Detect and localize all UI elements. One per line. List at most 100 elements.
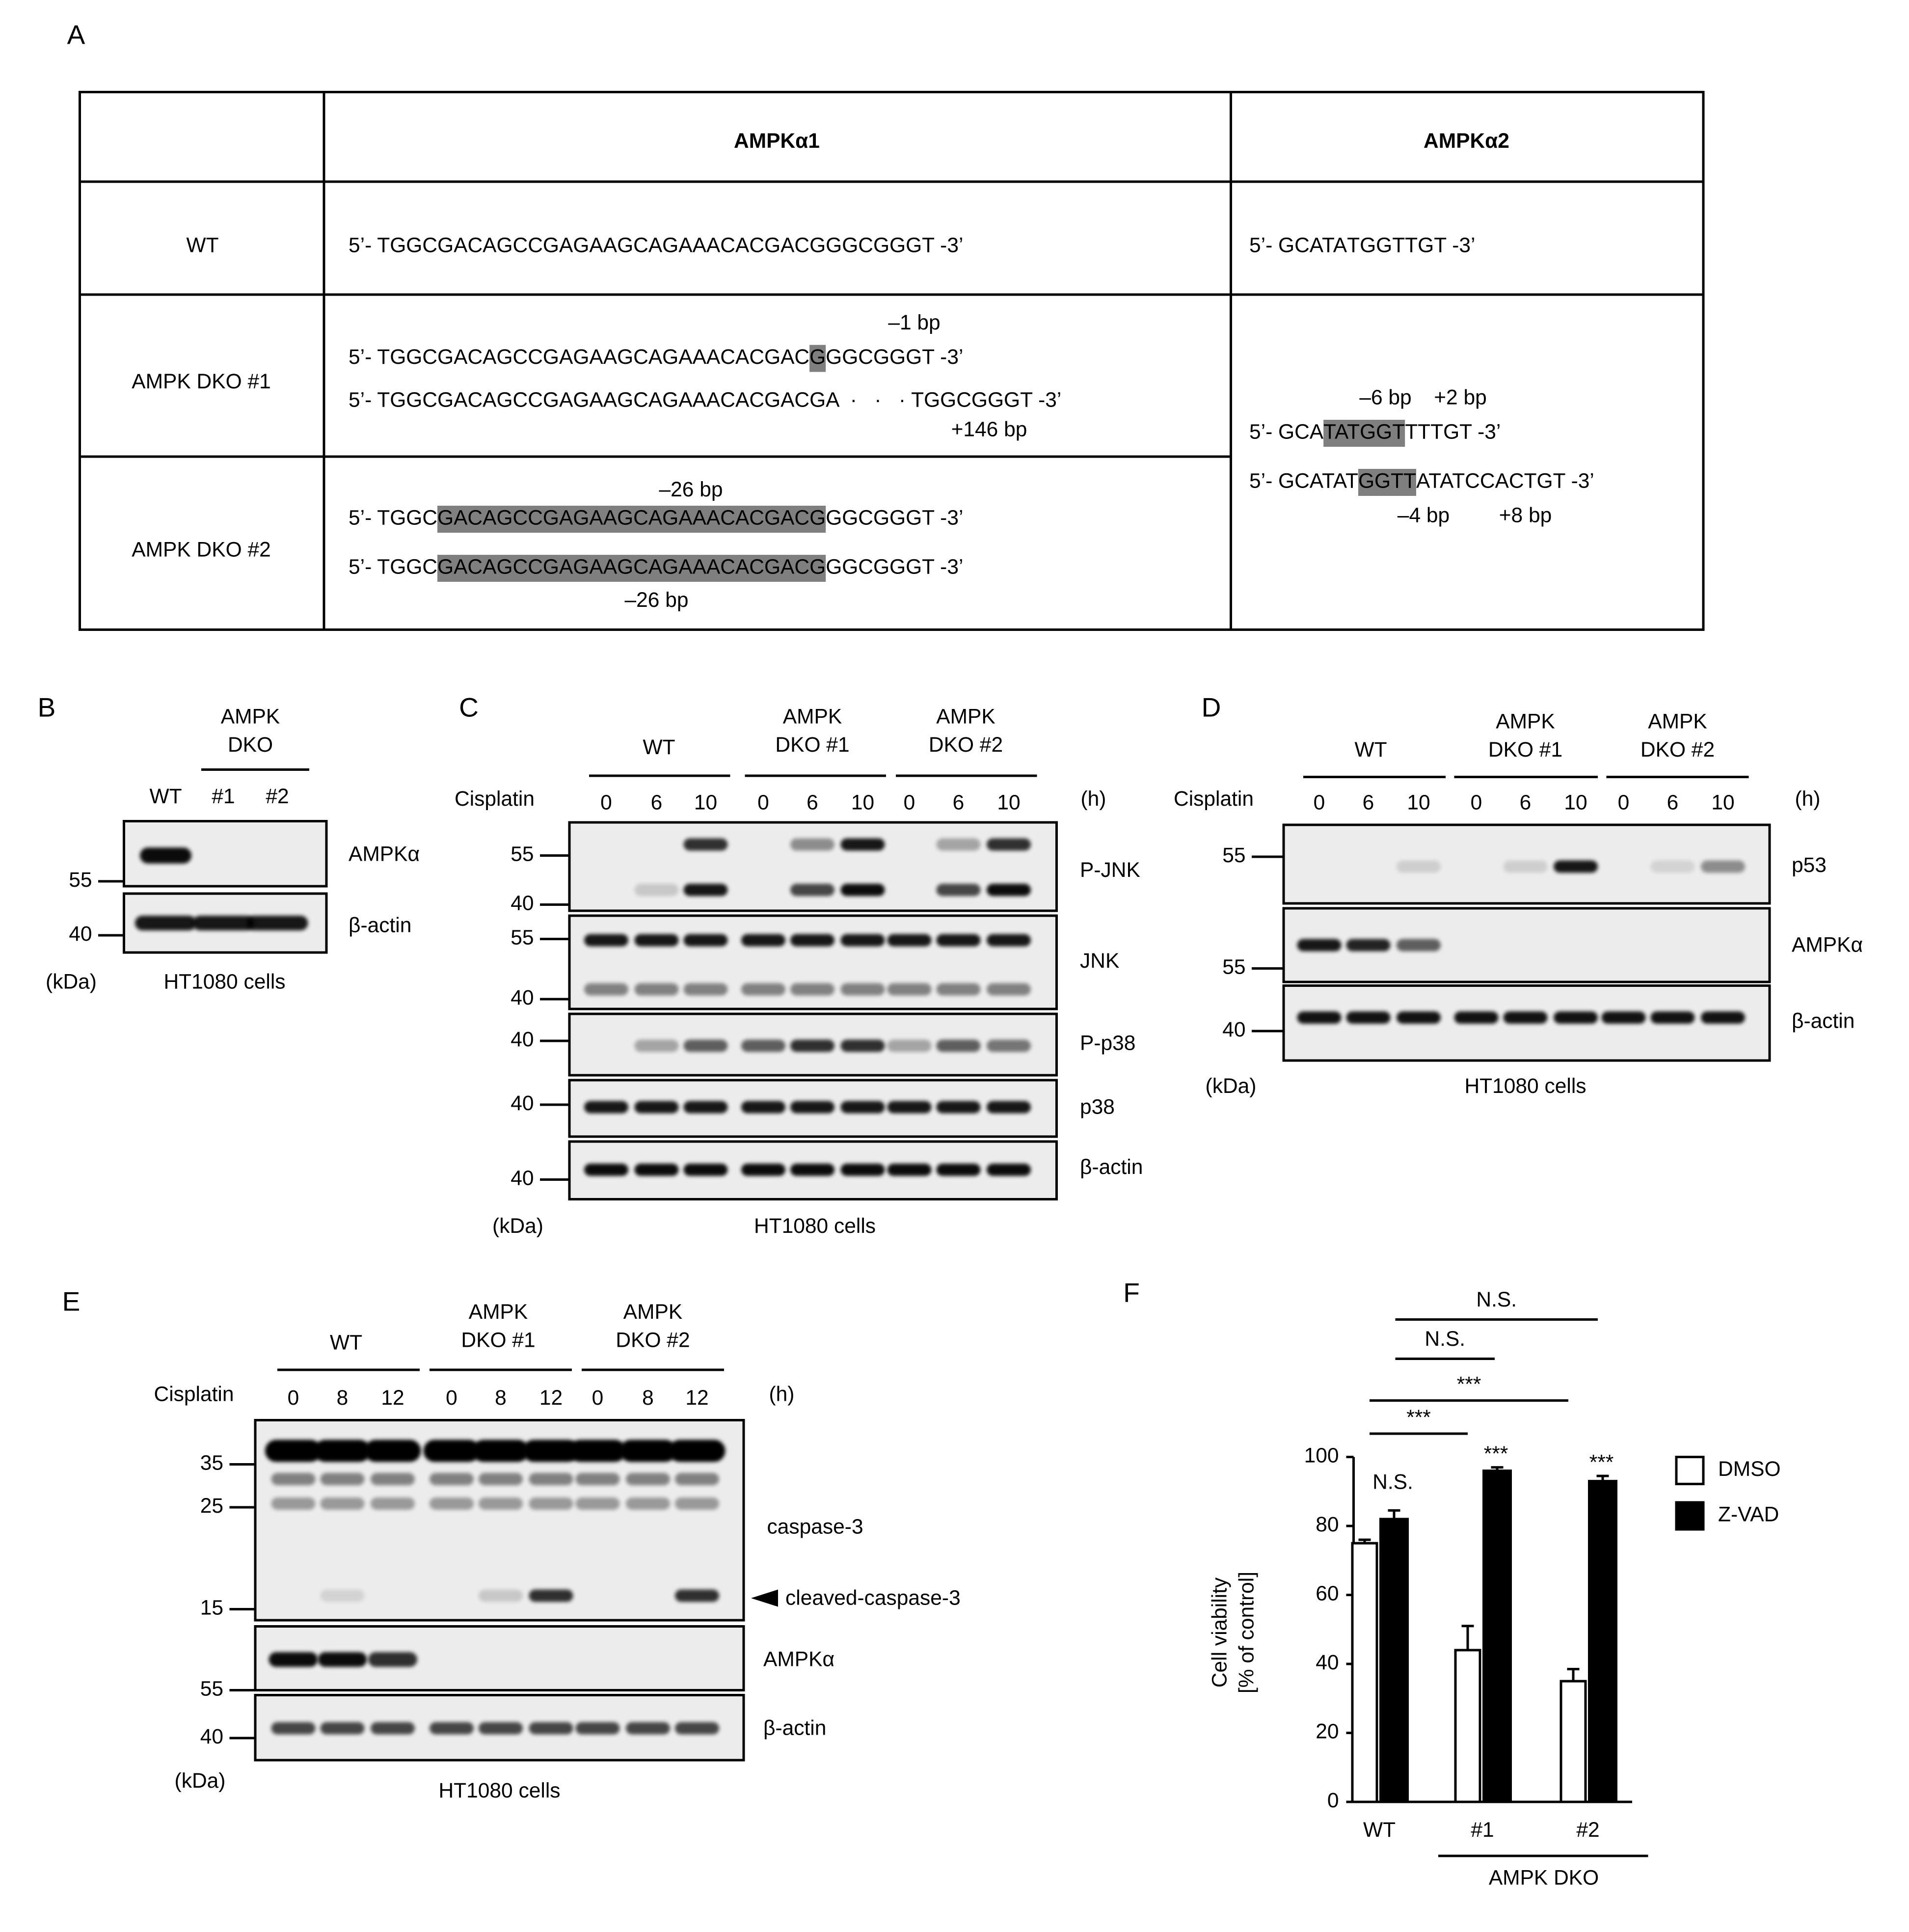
mw-label: 40 — [511, 1092, 534, 1115]
blot-band — [320, 1589, 365, 1602]
blot-band — [987, 983, 1031, 996]
blot-band — [1454, 1011, 1499, 1024]
blot-band — [584, 1101, 628, 1114]
blot-band — [364, 1440, 421, 1462]
blot-band — [987, 838, 1031, 851]
blot-label: AMPKα — [349, 843, 420, 866]
time-label: 10 — [694, 791, 717, 815]
sequence-segment: GACAGCCGAGAAGCAGAAACACGACG — [437, 507, 826, 530]
annotation: –1 bp — [888, 311, 940, 334]
blot-label: cleaved-caspase-3 — [785, 1587, 961, 1610]
bar — [1588, 1480, 1618, 1803]
blot-band — [987, 934, 1031, 947]
blot-band — [1346, 939, 1391, 952]
panel-label: E — [62, 1286, 81, 1317]
mw-label: 40 — [511, 1167, 534, 1190]
sequence-segment: GGG — [873, 507, 922, 530]
blot-band — [529, 1473, 573, 1485]
legend-swatch — [1675, 1501, 1705, 1531]
mw-label: 25 — [200, 1495, 223, 1518]
error-bar — [1567, 1668, 1580, 1682]
sequence-segment: GGG — [971, 389, 1020, 412]
blot-box — [568, 821, 1058, 912]
comparison-label: *** — [1457, 1373, 1481, 1396]
sequence-segment: TGT -3’ — [1524, 470, 1594, 493]
lane-label: #2 — [266, 785, 289, 808]
panel-label: B — [38, 692, 56, 723]
y-tick-label: 0 — [1327, 1789, 1339, 1812]
sequence-segment: 5’- TGGCGACAGCCGAGAAGCAGAAACACGACG — [349, 389, 826, 412]
blot-band — [371, 1497, 415, 1510]
sequence-segment: T -3’ — [922, 346, 963, 369]
blot-band — [790, 983, 834, 996]
sequence-segment: TTGT -3’ — [1392, 234, 1475, 257]
group-label: AMPK — [623, 1301, 682, 1324]
time-label: 12 — [685, 1387, 708, 1410]
blot-band — [626, 1497, 670, 1510]
lane-label: WT — [149, 785, 182, 808]
blot-band — [887, 1039, 932, 1052]
sequence-segment: 5’- GCATAT — [1249, 470, 1358, 493]
group-label: DKO #1 — [1488, 738, 1562, 762]
group-label: AMPK — [1648, 710, 1707, 734]
blot-band — [741, 934, 785, 947]
blot-band — [584, 1164, 628, 1176]
blot-band — [368, 1652, 417, 1667]
blot-band — [314, 1440, 371, 1462]
mw-label: 55 — [69, 869, 92, 892]
time-label: 0 — [904, 791, 915, 815]
blot-band — [271, 1722, 316, 1735]
cell-label: HT1080 cells — [1464, 1075, 1586, 1098]
blot-band — [529, 1497, 573, 1510]
blot-band — [575, 1497, 620, 1510]
blot-band — [936, 983, 981, 996]
panel-label: D — [1202, 692, 1221, 723]
sequence-segment: 5’- TGGCGACAGCCGAGAAGCAGAAACACGAC — [349, 346, 809, 369]
sequence-segment: 5’- GCATA — [1249, 234, 1347, 257]
group-label: AMPK — [936, 706, 995, 729]
blot-band — [987, 1101, 1031, 1114]
deletion-highlight — [437, 555, 826, 582]
annotation: –26 bp — [625, 589, 689, 612]
sequence-segment: GGG — [873, 346, 922, 369]
blot-band — [987, 884, 1031, 896]
time-label: 6 — [651, 791, 663, 815]
blot-label: p38 — [1080, 1096, 1115, 1119]
group-label: WT — [1354, 738, 1387, 762]
unit-label: (kDa) — [46, 971, 97, 994]
group-label: DKO #1 — [775, 734, 849, 757]
blot-band — [840, 838, 885, 851]
time-label: 10 — [997, 791, 1020, 815]
blot-band — [479, 1589, 523, 1602]
blot-band — [1397, 860, 1441, 873]
legend-swatch — [1675, 1456, 1705, 1485]
lane-label: #1 — [212, 785, 235, 808]
blot-band — [479, 1473, 523, 1485]
treatment-label: Cisplatin — [455, 788, 535, 811]
sequence-segment: TATGGT — [1323, 421, 1405, 444]
blot-band — [192, 916, 254, 930]
sequence-segment: GACAGCCGAGAAGCAGAAACACGACG — [437, 556, 826, 579]
blot-band — [1397, 1011, 1441, 1024]
sequence-segment: TGT -3’ — [1430, 421, 1501, 444]
sequence-segment: GGC — [826, 556, 873, 579]
blot-label: P-p38 — [1080, 1032, 1135, 1055]
blot-band — [634, 884, 679, 896]
sequence-segment: A · · · T — [826, 389, 924, 412]
blot-band — [887, 934, 932, 947]
group-label: DKO #2 — [616, 1329, 690, 1352]
comparison-label: N.S. — [1476, 1288, 1517, 1311]
group-label: AMPK — [469, 1301, 528, 1324]
x-tick-label: #1 — [1471, 1819, 1494, 1842]
group-label: WT — [643, 736, 675, 759]
time-label: 6 — [1363, 791, 1374, 815]
annotation: +146 bp — [951, 418, 1027, 441]
significance-label: *** — [1589, 1451, 1614, 1474]
blot-label: β-actin — [763, 1717, 826, 1740]
time-unit: (h) — [1795, 788, 1821, 811]
sequence-segment: GGC — [924, 389, 971, 412]
blot-band — [479, 1497, 523, 1510]
x-tick-label: #2 — [1576, 1819, 1599, 1842]
y-tick-label: 40 — [1316, 1651, 1339, 1674]
mw-label: 55 — [1222, 956, 1245, 979]
